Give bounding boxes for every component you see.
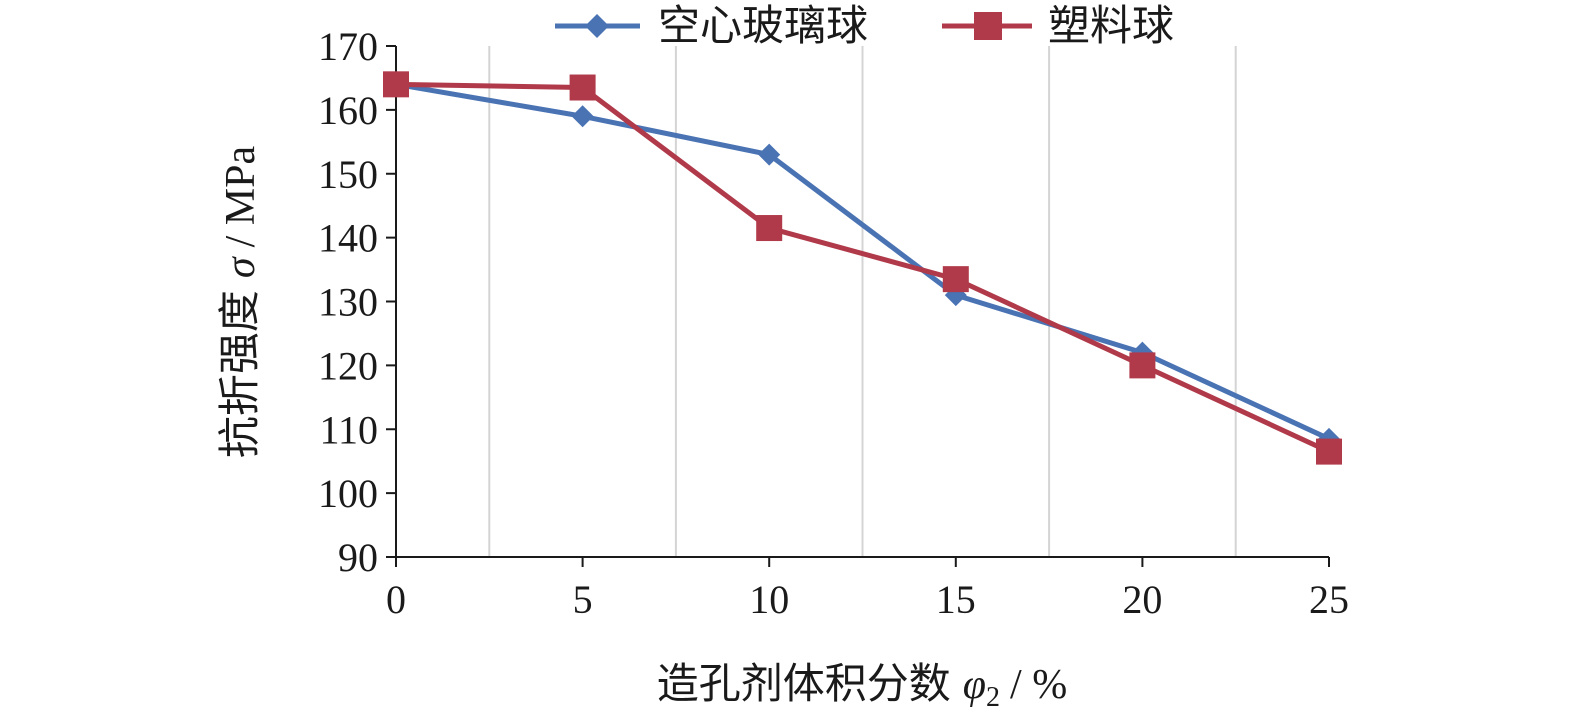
data-point-diamond: [758, 143, 781, 166]
x-tick-label: 25: [1309, 577, 1349, 622]
legend-square-marker: [974, 12, 1002, 40]
y-tick-label: 140: [318, 216, 378, 261]
y-axis-symbol: σ: [218, 255, 264, 278]
series: [383, 71, 1342, 465]
x-tick-label: 20: [1122, 577, 1162, 622]
x-axis-symbol: φ: [963, 662, 986, 708]
data-point-square: [383, 71, 409, 98]
y-axis-title-text: 抗折强度: [217, 290, 264, 458]
data-point-square: [942, 266, 969, 293]
legend: 空心玻璃球 塑料球: [555, 3, 1174, 50]
legend-label-hollow-glass: 空心玻璃球: [658, 3, 868, 50]
y-tick-label: 100: [318, 471, 378, 516]
x-tick-label: 5: [573, 577, 593, 622]
y-tick-label: 160: [318, 88, 378, 133]
y-tick-label: 120: [318, 343, 378, 388]
y-tick-label: 90: [338, 535, 378, 580]
legend-label-plastic: 塑料球: [1048, 4, 1174, 50]
data-point-square: [569, 74, 596, 101]
data-point-square: [1129, 352, 1156, 379]
data-point-square: [1316, 438, 1342, 465]
series-line-0: [395, 81, 1331, 442]
ticks: 90 100 110 120 130 140 150 160 170 0 5 10 15 20 25: [318, 24, 1349, 622]
gridlines: [488, 46, 1237, 557]
legend-item-plastic: 塑料球: [942, 4, 1174, 50]
y-axis-title: 抗折强度 σ / MPa: [217, 146, 264, 459]
x-axis-title-text: 造孔剂体积分数: [657, 662, 951, 708]
y-tick-label: 110: [319, 407, 378, 452]
legend-item-hollow-glass: 空心玻璃球: [555, 3, 868, 50]
y-tick-label: 130: [318, 280, 378, 325]
legend-diamond-marker: [585, 14, 609, 38]
data-point-square: [756, 215, 783, 242]
x-axis-unit: / %: [1010, 662, 1067, 708]
series-line-1: [395, 81, 1331, 454]
x-tick-label: 15: [936, 577, 976, 622]
x-tick-label: 0: [386, 577, 406, 622]
x-tick-label: 10: [749, 577, 789, 622]
y-tick-label: 150: [318, 152, 378, 197]
data-point-diamond: [571, 105, 594, 128]
x-axis-title: 造孔剂体积分数 φ2 / %: [657, 662, 1067, 713]
y-tick-label: 170: [318, 24, 378, 69]
x-axis-symbol-subscript: 2: [986, 682, 1000, 713]
y-axis-unit: / MPa: [218, 146, 264, 248]
